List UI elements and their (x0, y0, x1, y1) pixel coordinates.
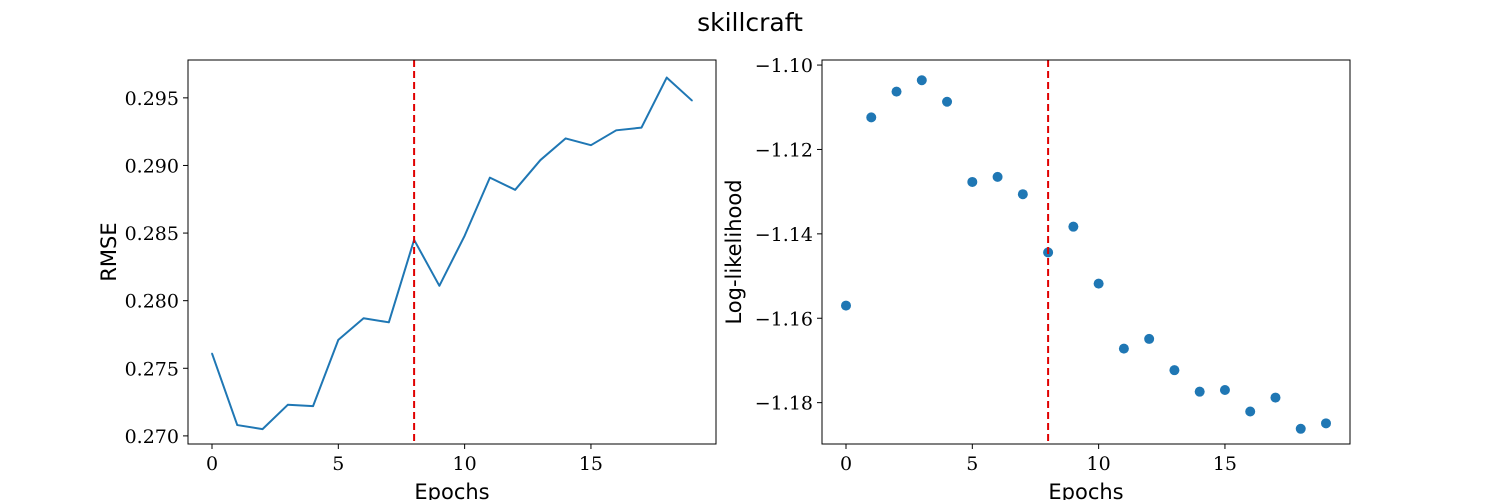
x-tick-label: 15 (1213, 453, 1237, 475)
loglik-data-point (1169, 365, 1180, 376)
rmse-data-point (615, 129, 618, 132)
x-tick-label: 10 (453, 453, 477, 475)
loglik-data-point (1017, 189, 1028, 200)
rmse-data-point (312, 405, 314, 407)
y-tick-label: 0.290 (125, 155, 179, 177)
loglik-data-point (1270, 392, 1281, 403)
rmse-data-point (463, 234, 466, 237)
rmse-data-point (286, 403, 289, 406)
x-tick-label: 0 (840, 453, 852, 475)
rmse-series-line (211, 76, 693, 431)
y-tick-label: −1.16 (755, 308, 813, 330)
loglik-data-point (1194, 386, 1205, 397)
x-axis-label: Epochs (414, 480, 489, 500)
y-tick-label: −1.18 (755, 393, 813, 415)
y-tick-label: −1.10 (755, 55, 813, 77)
loglik-data-point (1068, 221, 1079, 232)
loglik-data-point (1245, 406, 1256, 417)
rmse-data-point (640, 126, 643, 129)
loglik-data-point (967, 176, 978, 187)
loglik-data-point (1144, 333, 1155, 344)
rmse-data-point (261, 428, 264, 430)
rmse-data-point (211, 352, 213, 355)
rmse-data-point (236, 424, 239, 426)
rmse-data-point (691, 99, 693, 102)
x-axis-label: Epochs (1048, 480, 1123, 500)
x-tick-label: 5 (966, 453, 978, 475)
x-tick-label: 5 (332, 453, 344, 475)
rmse-data-point (514, 189, 516, 191)
loglik-data-point (992, 171, 1003, 182)
loglik-data-point (1295, 423, 1306, 434)
loglik-data-point (916, 75, 927, 86)
rmse-data-point (438, 285, 441, 287)
rmse-data-point (362, 317, 365, 320)
plot-frame (821, 59, 1351, 445)
y-tick-label: 0.295 (125, 88, 179, 110)
rmse-data-point (590, 144, 592, 146)
loglik-data-point (1118, 343, 1129, 354)
x-tick-label: 0 (206, 453, 218, 475)
loglik-data-point (891, 86, 902, 97)
figure-title: skillcraft (697, 8, 803, 37)
y-axis-label: Log-likelihood (722, 179, 746, 324)
loglik-subplot: 0 5 10 15 −1.10 −1.12 −1.14 −1.16 −1.18 Epochs Log… (722, 55, 1351, 500)
rmse-data-point (665, 76, 668, 79)
loglik-data-point (942, 96, 953, 107)
loglik-data-point (866, 112, 877, 123)
rmse-data-point (539, 159, 542, 161)
x-tick-label: 15 (579, 453, 603, 475)
rmse-subplot: 0 5 10 15 0.270 0.275 0.280 0.285 0.290 0.295 Epoc… (97, 59, 717, 500)
plot-frame (187, 59, 717, 445)
rmse-data-point (388, 321, 390, 324)
loglik-data-point (1219, 384, 1230, 395)
y-tick-label: −1.14 (755, 224, 813, 246)
loglik-data-point (1321, 418, 1331, 429)
rmse-data-point (337, 339, 340, 341)
y-axis-label: RMSE (97, 222, 121, 281)
loglik-data-point (1093, 278, 1104, 289)
rmse-data-point (564, 137, 567, 140)
y-tick-label: 0.275 (125, 358, 179, 380)
x-tick-label: 10 (1087, 453, 1111, 475)
rmse-data-point (489, 176, 491, 179)
y-tick-label: 0.270 (125, 426, 179, 448)
y-tick-label: −1.12 (755, 139, 813, 161)
y-tick-label: 0.280 (125, 291, 179, 313)
y-tick-label: 0.285 (125, 223, 179, 245)
loglik-data-point (841, 300, 851, 311)
